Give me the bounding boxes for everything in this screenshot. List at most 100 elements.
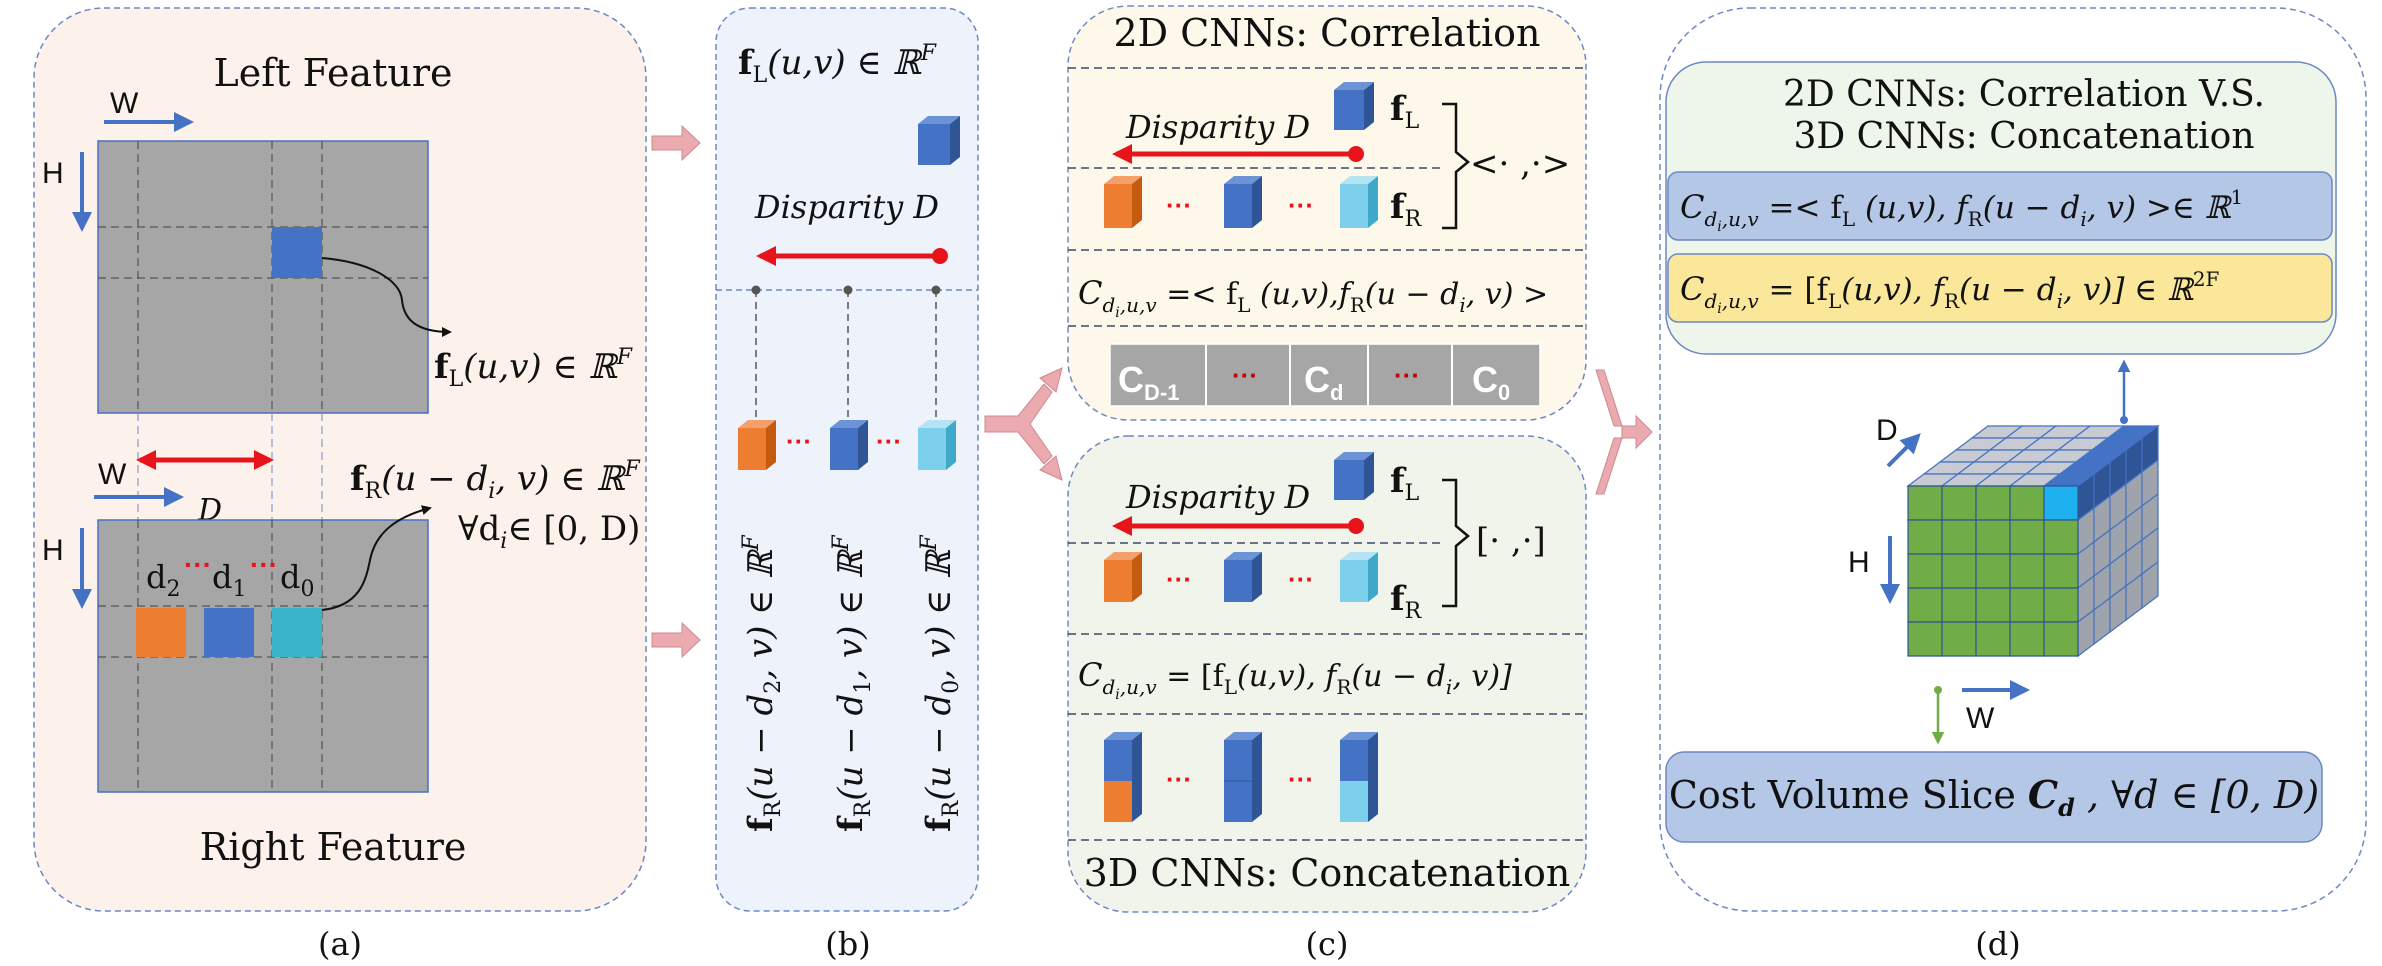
c-top-dots-2: ··· [1288, 190, 1314, 220]
c-top-cube-lightblue [1340, 176, 1378, 228]
cube-front-cell [2043, 587, 2079, 623]
panel-b: fL(u,v) ∈ ℝF Disparity D ··· ··· [715, 7, 979, 963]
c-bot-cube-orange [1104, 552, 1142, 602]
flow-fork-head-top [1039, 367, 1063, 393]
panel-d: 2D CNNs: Correlation V.S. 3D CNNs: Conca… [1659, 7, 2367, 963]
b-dots-1: ··· [786, 426, 812, 456]
caption-b: (b) [825, 925, 870, 963]
cube-front-cell [2043, 519, 2079, 555]
c-top-dots-1: ··· [1166, 190, 1192, 220]
c-bot-disparity-origin [1348, 518, 1364, 534]
c-bot-fr: fR [1390, 579, 1423, 624]
c-bot-dots-1: ··· [1166, 564, 1192, 594]
cube-highlight-cell [2043, 485, 2079, 521]
cube-front-cell [1975, 519, 2011, 555]
cube-front-cell [1907, 553, 1943, 589]
forall-annotation: ∀di∈ [0, D) [458, 509, 640, 554]
cube-front-cell [1907, 587, 1943, 623]
d-title-line2: 3D CNNs: Concatenation [1793, 116, 2254, 157]
d-title-line1: 2D CNNs: Correlation V.S. [1783, 74, 2265, 115]
c-top-disparity-origin [1348, 146, 1364, 162]
c-concat-equation: Cdi,u,v = [fL(u,v), fR(u − di, v)] [1078, 656, 1512, 703]
d-axis-d-label: D [1876, 414, 1898, 447]
flow-fork-head-bottom [1039, 455, 1063, 481]
c-concat-dots-2: ··· [1288, 764, 1314, 794]
d0-label: d0 [280, 558, 314, 602]
d-axis-h-label: H [1848, 546, 1870, 579]
caption-c: (c) [1306, 925, 1349, 963]
d-axis-d-arrow [1886, 433, 1921, 468]
b-dots-2: ··· [876, 426, 902, 456]
c-top-disparity: Disparity D [1125, 108, 1310, 146]
b-fl-cube [918, 116, 960, 165]
c-bot-cube-lightblue [1340, 552, 1378, 602]
dots-a1: ··· [184, 549, 212, 580]
caption-a: (a) [318, 925, 362, 963]
candidate-pixel-d2 [136, 608, 186, 657]
candidate-pixel-d1 [204, 608, 254, 657]
d-axis-w-label: W [1966, 702, 1995, 735]
c-slice-dots-2: ··· [1394, 360, 1420, 390]
cube-front-cell [2009, 621, 2045, 657]
b-cube-lightblue [918, 420, 956, 470]
panel-a: Left Feature W H fL(u,v) ∈ ℝF W D H [33, 7, 647, 963]
c-concat-stack-2 [1224, 732, 1262, 822]
c-corr-equation: Cdi,u,v =< fL (u,v),fR(u − di, v) > [1078, 274, 1548, 321]
cube-front-cell [1907, 485, 1943, 521]
left-feature-title: Left Feature [214, 51, 453, 95]
cube-front-cell [2009, 519, 2045, 555]
b-disparity-label: Disparity D [754, 188, 939, 226]
c-bot-disparity: Disparity D [1125, 478, 1310, 516]
c-inner-product: <· ,·> [1470, 144, 1570, 184]
b-col-d1: fR(u − d1, v) ∈ ℝF [829, 535, 876, 832]
fl-annotation: fL(u,v) ∈ ℝF [434, 345, 633, 392]
cube-front-cell [2043, 553, 2079, 589]
cube-side-cell [2141, 560, 2159, 610]
cube-front-cell [1941, 485, 1977, 521]
left-pixel-pointer [321, 257, 452, 337]
cube-front-cell [2009, 587, 2045, 623]
d-eq-concat-box [1667, 253, 2333, 323]
c-bot-dots-2: ··· [1288, 564, 1314, 594]
b-drop-dot [843, 285, 853, 295]
fr-annotation: fR(u − di, v) ∈ ℝF [350, 457, 640, 504]
h-label-top: H [42, 157, 64, 190]
b-cube-orange [738, 420, 776, 470]
cube-front-cell [1941, 587, 1977, 623]
d2-label: d2 [146, 558, 180, 602]
cube-front-cell [1975, 553, 2011, 589]
d1-label: d1 [212, 558, 246, 602]
b-drop-dot [751, 285, 761, 295]
cube-front-cell [2009, 553, 2045, 589]
cube-front-cell [1975, 485, 2011, 521]
caption-d: (d) [1975, 925, 2020, 963]
d-eq-concat: Cdi,u,v = [fL(u,v), fR(u − di, v)] ∈ ℝ2F [1680, 267, 2220, 317]
cube-front-cell [1975, 587, 2011, 623]
cube-front-cell [1941, 553, 1977, 589]
c-slice-strip [1109, 343, 1541, 407]
d-eq-correlation: Cdi,u,v =< fL (u,v), fR(u − di, v) >∈ ℝ1 [1680, 185, 2243, 235]
left-pixel [272, 227, 322, 278]
d-cost-slice-box [1665, 751, 2323, 843]
cube-front-cell [1907, 519, 1943, 555]
flow-arrow-c-d [1595, 369, 1653, 495]
d-eq-correlation-box [1667, 171, 2333, 241]
b-fl-annotation: fL(u,v) ∈ ℝF [738, 41, 937, 88]
cube-front-cell [1975, 621, 2011, 657]
c-concat-bracket: [· ,·] [1476, 521, 1546, 561]
cube-front-cell [2009, 485, 2045, 521]
w-label-top: W [110, 87, 139, 120]
c-bottom-title: 3D CNNs: Concatenation [1084, 851, 1571, 895]
cube-front-cell [1907, 621, 1943, 657]
dots-a2: ··· [250, 549, 278, 580]
c-bot-cube-blue [1224, 552, 1262, 602]
c-top-fl: fL [1390, 89, 1420, 134]
right-feature-map [97, 519, 429, 793]
c-top-fl-cube [1334, 82, 1374, 130]
right-pixel-pointer [321, 505, 432, 611]
h-label-bottom: H [42, 534, 64, 567]
c-bot-fl: fL [1390, 461, 1420, 506]
c-top-cube-orange [1104, 176, 1142, 228]
b-col-d2: fR(u − d2, v) ∈ ℝF [739, 535, 786, 832]
